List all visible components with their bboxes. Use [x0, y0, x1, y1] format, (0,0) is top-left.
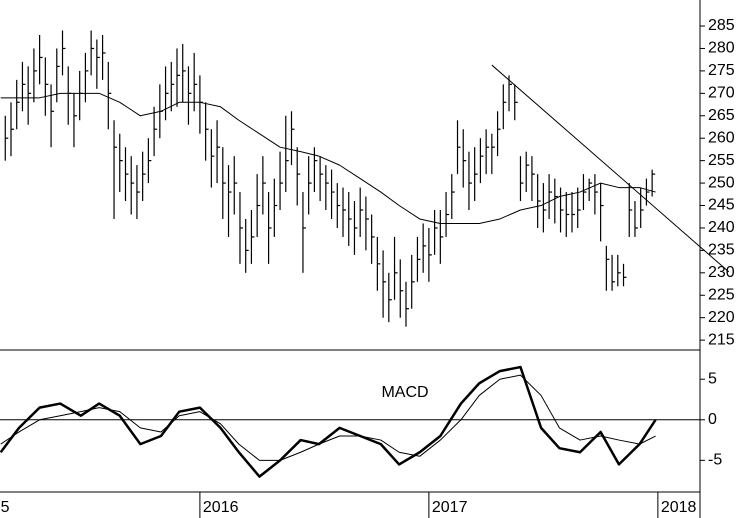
y-tick-label: 245 — [708, 197, 735, 214]
y-tick-label: 270 — [708, 85, 735, 102]
panel-title: MACD — [381, 384, 428, 401]
x-tick-label: 2016 — [203, 499, 239, 516]
y-tick-label: 220 — [708, 309, 735, 326]
macd-line — [0, 365, 657, 478]
y-tick-label: 215 — [708, 331, 735, 348]
x-tick-label: 2018 — [661, 499, 697, 516]
y-tick-label: 235 — [708, 242, 735, 259]
trendline — [491, 64, 730, 273]
y-tick-label: 255 — [708, 152, 735, 169]
y-tick-label: 230 — [708, 264, 735, 281]
y-tick-label: 5 — [708, 370, 717, 387]
x-tick-label: 2017 — [432, 499, 468, 516]
y-tick-label: 280 — [708, 40, 735, 57]
x-tick-label: 2015 — [0, 499, 10, 516]
macd-line — [0, 374, 656, 461]
y-tick-label: 275 — [708, 62, 735, 79]
moving-average — [0, 92, 656, 224]
y-tick-label: 0 — [708, 411, 717, 428]
y-tick-label: 265 — [708, 107, 735, 124]
y-tick-label: -5 — [708, 452, 722, 469]
y-tick-label: 285 — [708, 17, 735, 34]
y-tick-label: 260 — [708, 129, 735, 146]
y-tick-label: 250 — [708, 174, 735, 191]
y-tick-label: 240 — [708, 219, 735, 236]
y-tick-label: 225 — [708, 286, 735, 303]
